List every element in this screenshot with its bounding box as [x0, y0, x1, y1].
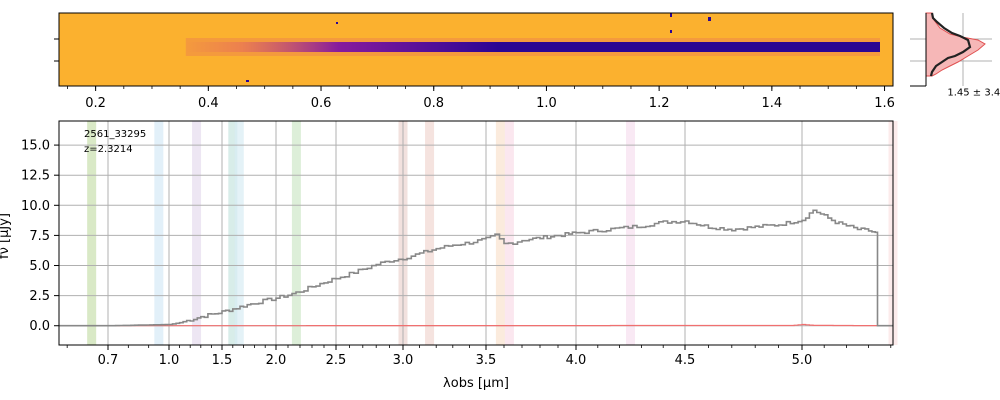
spectrum-2d-trace: [185, 13, 881, 82]
spectrum-2d-frame: [58, 12, 894, 87]
trace-core: [185, 42, 881, 52]
x-tick-label: 4.5: [675, 353, 696, 368]
emission-line-band: [626, 121, 635, 345]
spectrum-2d-panel: 0.2 0.4 0.6 0.8 1.0 1.2 1.4 1.6: [54, 12, 895, 111]
bad-pixel: [670, 30, 672, 33]
x-axis-ticks: 0.7 1.0 1.5 2.0 2.5 3.0 3.5 4.0 4.5 5.0: [66, 345, 892, 368]
x-tick-label: 3.5: [476, 353, 497, 368]
object-id-label: 2561_33295: [84, 129, 146, 140]
x-tick-label: 2.5: [326, 353, 347, 368]
x-tick-label: 0.7: [98, 353, 119, 368]
bad-pixel: [246, 80, 249, 82]
y-tick-label: 2.5: [29, 289, 50, 304]
spectrum-2d-xtick-label: 0.6: [311, 96, 332, 111]
spectrum-2d-xtick-label: 1.0: [536, 96, 557, 111]
x-axis-title: λobs [μm]: [443, 376, 509, 391]
y-tick-label: 15.0: [21, 139, 50, 154]
uncertainty-series-line: [59, 323, 893, 327]
y-tick-label: 12.5: [21, 169, 50, 184]
emission-line-band: [87, 121, 97, 345]
spectrum-2d-xtick-label: 1.2: [649, 96, 670, 111]
y-tick-label: 7.5: [29, 229, 50, 244]
spectrum-2d-xticks: 0.2 0.4 0.6 0.8 1.0 1.2 1.4 1.6: [67, 86, 895, 111]
spectrum-2d-xtick-label: 0.8: [423, 96, 444, 111]
x-tick-label: 1.0: [159, 353, 180, 368]
spectrum-2d-xtick-label: 0.2: [85, 96, 106, 111]
bad-pixel: [708, 17, 711, 21]
emission-line-band: [192, 121, 202, 345]
spectrum-2d-xtick-label: 1.4: [762, 96, 783, 111]
profile-fill: [925, 12, 986, 77]
y-tick-label: 5.0: [29, 259, 50, 274]
emission-line-band: [504, 121, 514, 345]
plot-background: [59, 121, 893, 345]
redshift-label: z=2.3214: [84, 144, 133, 155]
x-tick-label: 1.5: [212, 353, 233, 368]
emission-line-band: [495, 121, 505, 345]
bad-pixel: [670, 13, 672, 17]
emission-line-band: [291, 121, 301, 345]
emission-line-band: [154, 121, 164, 345]
emission-line-band: [425, 121, 435, 345]
x-tick-label: 4.0: [566, 353, 587, 368]
x-tick-label: 2.0: [266, 353, 287, 368]
spectrum-1d-panel: 0.7 1.0 1.5 2.0 2.5 3.0 3.5 4.0 4.5 5.0 0.0 2.5 5.0…: [0, 120, 898, 391]
y-axis-title: fν [μJy]: [0, 213, 12, 259]
x-tick-label: 3.0: [393, 353, 414, 368]
y-axis-ticks: 0.0 2.5 5.0 7.5 10.0 12.5 15.0: [21, 139, 59, 334]
profile-label: 1.45 ± 3.41: [947, 87, 1000, 98]
x-tick-label: 5.0: [792, 353, 813, 368]
plot-frame: [58, 120, 894, 346]
flux-series-line: [59, 209, 893, 327]
y-tick-label: 10.0: [21, 199, 50, 214]
profile-line: [929, 12, 972, 77]
emission-line-band: [234, 121, 244, 345]
spectrum-2d-xtick-label: 0.4: [198, 96, 219, 111]
spectrum-2d-xtick-label: 1.6: [874, 96, 895, 111]
y-tick-label: 0.0: [29, 319, 50, 334]
emission-line-band: [228, 121, 238, 345]
profile-panel: 1.45 ± 3.41: [910, 12, 1000, 98]
bad-pixel: [336, 22, 338, 24]
